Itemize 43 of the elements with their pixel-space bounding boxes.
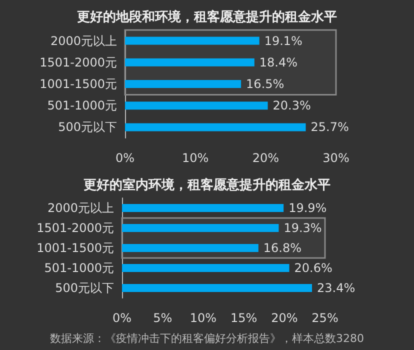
- x-tick-label: 10%: [190, 311, 217, 325]
- y-tick-label: 1001-1500元: [36, 241, 114, 255]
- data-label: 16.5%: [246, 77, 284, 91]
- x-tick-label: 0%: [115, 151, 135, 165]
- data-label: 16.8%: [263, 241, 302, 255]
- y-tick-label: 501-1000元: [44, 261, 114, 275]
- data-label: 23.4%: [317, 281, 356, 295]
- data-label: 20.3%: [272, 98, 311, 113]
- y-tick-label: 500元以下: [55, 281, 114, 295]
- bar: [122, 244, 258, 252]
- data-label: 25.7%: [310, 120, 349, 134]
- data-label: 18.4%: [259, 55, 298, 70]
- x-tick-label: 25%: [312, 311, 338, 325]
- y-tick-label: 500元以下: [58, 120, 117, 134]
- bar: [122, 284, 312, 292]
- y-tick-label: 2000元以上: [47, 201, 114, 215]
- data-label: 19.3%: [284, 221, 322, 235]
- data-label: 20.6%: [294, 261, 332, 275]
- x-tick-label: 30%: [322, 151, 350, 165]
- source-note: 数据来源：《疫情冲击下的租客偏好分析报告》，样本总数3280: [50, 332, 364, 345]
- bar: [122, 204, 284, 212]
- bar: [125, 36, 260, 45]
- y-tick-label: 2000元以上: [50, 34, 117, 48]
- data-label: 19.1%: [264, 34, 302, 48]
- x-tick-label: 20%: [252, 151, 280, 165]
- y-tick-label: 1001-1500元: [40, 77, 117, 91]
- bar: [125, 80, 242, 88]
- bar: [122, 264, 290, 272]
- x-tick-label: 0%: [112, 311, 132, 325]
- x-tick-label: 5%: [153, 311, 172, 325]
- y-tick-label: 1501-2000元: [40, 55, 117, 70]
- bar: [125, 123, 306, 132]
- y-tick-label: 1501-2000元: [36, 221, 114, 235]
- x-tick-label: 15%: [230, 311, 258, 325]
- x-tick-label: 20%: [271, 311, 298, 325]
- data-label: 19.9%: [288, 201, 327, 215]
- y-tick-label: 501-1000元: [47, 98, 117, 113]
- bar: [122, 224, 279, 232]
- x-tick-label: 10%: [182, 151, 209, 165]
- chart-title: 更好的地段和环境，租客愿意提升的租金水平: [77, 9, 337, 25]
- bar: [125, 102, 268, 110]
- bar: [125, 58, 254, 66]
- chart-title: 更好的室内环境，租客愿意提升的租金水平: [84, 177, 330, 193]
